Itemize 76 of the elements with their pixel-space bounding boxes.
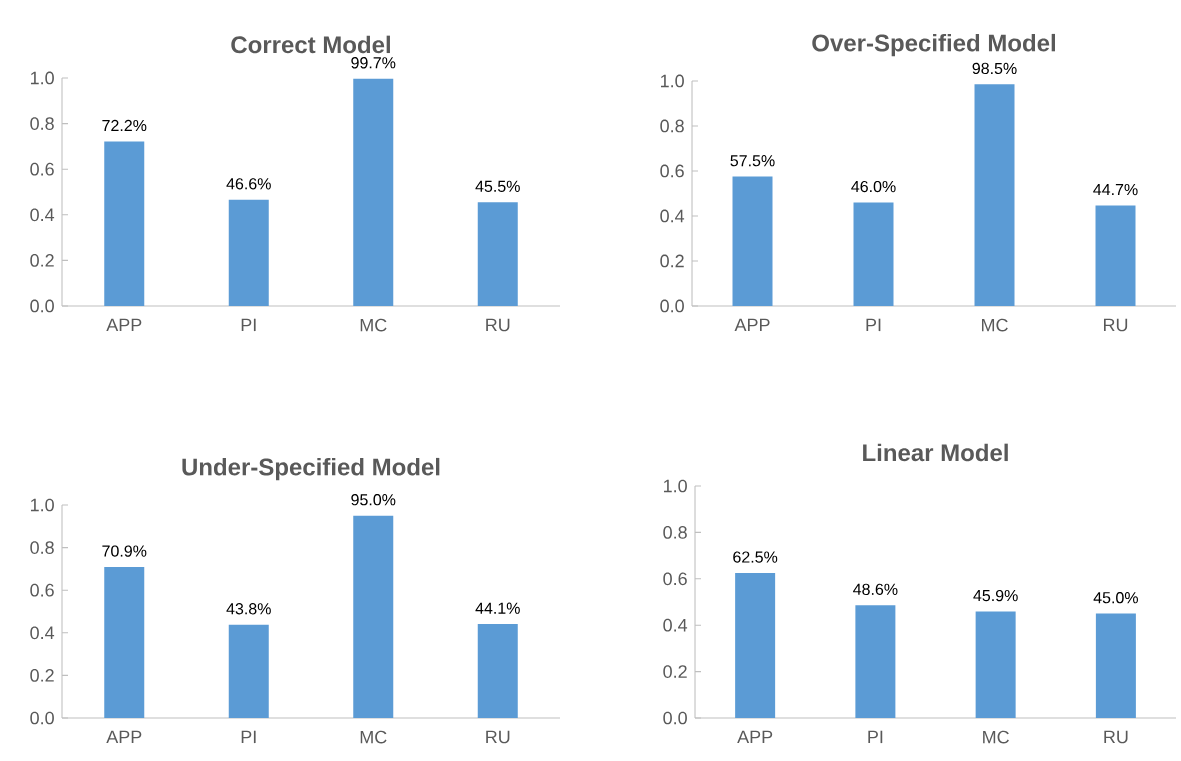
bar [353, 515, 394, 718]
y-tick-label: 0.8 [30, 117, 54, 130]
x-tick-label: RU [1104, 730, 1128, 744]
data-label: 95.0% [351, 494, 396, 506]
x-tick-label: MC [360, 318, 387, 332]
x-tick-label: RU [486, 318, 510, 332]
y-tick-label: 0.6 [30, 162, 54, 176]
data-label: 45.9% [973, 589, 1018, 602]
bar [974, 84, 1015, 306]
data-label: 62.5% [733, 551, 778, 563]
bar [975, 611, 1016, 718]
y-tick-label: 0.6 [660, 164, 684, 178]
x-tick-label: RU [486, 730, 510, 744]
y-tick-label: 0.2 [30, 254, 54, 267]
y-tick-label: 0.4 [30, 208, 55, 222]
bar [855, 605, 896, 718]
y-tick-label: 0.2 [30, 669, 54, 682]
data-label: 44.7% [1093, 183, 1138, 196]
y-tick-label: 0.8 [660, 119, 684, 133]
bar [1095, 205, 1136, 306]
y-tick-label: 1.0 [660, 74, 684, 88]
data-label: 43.8% [226, 603, 271, 615]
y-tick-label: 0.4 [663, 618, 688, 632]
bar [353, 78, 394, 306]
x-tick-label: APP [106, 318, 142, 332]
y-tick-label: 0.0 [660, 299, 684, 313]
bar [477, 202, 518, 306]
y-tick-label: 0.4 [30, 626, 55, 640]
bar [104, 566, 145, 718]
data-label: 70.9% [102, 545, 147, 557]
data-label: 99.7% [351, 57, 396, 69]
x-tick-label: APP [734, 318, 770, 332]
y-tick-label: 0.2 [663, 665, 687, 678]
x-tick-label: PI [866, 318, 881, 332]
bar [104, 141, 145, 306]
bar [477, 624, 518, 718]
bar [732, 176, 773, 306]
x-tick-label: PI [241, 730, 256, 744]
bar [228, 199, 269, 306]
x-tick-label: PI [868, 730, 883, 744]
y-tick-label: 0.0 [663, 711, 687, 725]
y-tick-label: 0.6 [663, 572, 687, 586]
bar [735, 573, 776, 718]
x-tick-label: PI [241, 318, 256, 332]
y-tick-label: 0.8 [30, 541, 54, 554]
chart-title: Over-Specified Model [812, 33, 1055, 57]
x-tick-label: MC [981, 318, 1008, 332]
y-tick-label: 0.0 [30, 711, 54, 725]
x-tick-label: APP [737, 730, 773, 744]
bar [853, 202, 894, 306]
x-tick-label: RU [1103, 318, 1128, 332]
bar [228, 624, 269, 718]
data-label: 72.2% [102, 119, 147, 132]
x-tick-label: MC [360, 730, 387, 744]
y-tick-label: 0.6 [30, 583, 54, 597]
x-tick-label: APP [106, 730, 142, 744]
chart-title: Correct Model [231, 35, 390, 54]
y-tick-label: 0.0 [30, 299, 54, 313]
y-tick-label: 1.0 [30, 71, 54, 85]
data-label: 98.5% [972, 62, 1017, 75]
data-label: 45.5% [475, 180, 520, 192]
x-tick-label: MC [983, 730, 1009, 744]
data-label: 46.0% [851, 180, 896, 193]
data-label: 46.6% [226, 178, 271, 190]
y-tick-label: 1.0 [663, 479, 687, 493]
data-label: 48.6% [853, 583, 898, 595]
data-label: 45.0% [1093, 592, 1138, 604]
chart-title: Linear Model [863, 443, 1008, 462]
y-tick-label: 0.4 [660, 209, 685, 223]
y-tick-label: 0.8 [663, 526, 687, 539]
bar [1095, 613, 1136, 718]
data-label: 44.1% [475, 602, 520, 614]
y-tick-label: 0.2 [660, 254, 684, 268]
chart-title: Under-Specified Model [182, 457, 440, 481]
y-tick-label: 1.0 [30, 498, 54, 512]
data-label: 57.5% [730, 155, 775, 167]
